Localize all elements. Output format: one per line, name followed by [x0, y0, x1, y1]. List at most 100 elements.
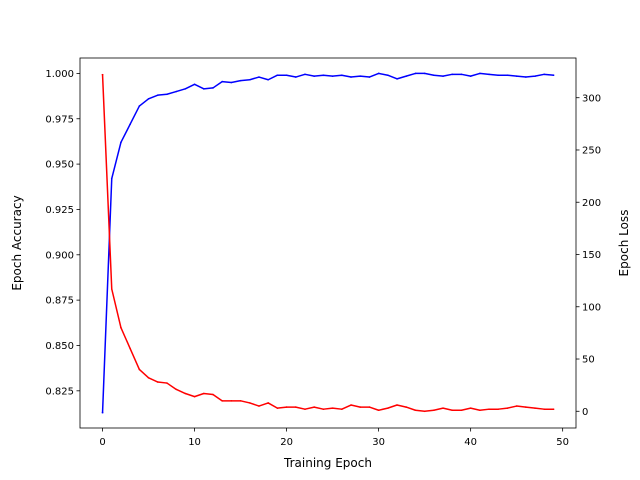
loss-data-point — [230, 400, 233, 402]
x-tick-label: 20 — [280, 437, 293, 448]
accuracy-data-point — [285, 74, 288, 77]
loss-data-point — [258, 405, 260, 407]
accuracy-data-point — [515, 75, 518, 77]
loss-data-point — [451, 409, 454, 412]
loss-data-point — [525, 406, 527, 408]
loss-data-point — [110, 288, 113, 290]
accuracy-data-point — [488, 73, 490, 76]
accuracy-data-point — [543, 73, 546, 76]
accuracy-data-point — [193, 83, 196, 86]
x-tick-label: 40 — [464, 437, 477, 448]
accuracy-series-line — [101, 72, 555, 414]
loss-data-point — [433, 409, 435, 412]
accuracy-data-point — [359, 75, 362, 77]
x-axis-label: Training Epoch — [283, 456, 372, 470]
loss-data-point — [377, 409, 380, 412]
loss-data-point — [368, 406, 371, 408]
accuracy-data-point — [276, 74, 279, 77]
accuracy-data-point — [138, 105, 141, 107]
accuracy-data-point — [129, 123, 131, 125]
loss-data-point — [506, 407, 509, 409]
accuracy-data-point — [525, 76, 527, 78]
loss-data-point — [239, 400, 242, 402]
plot-area — [80, 58, 576, 428]
loss-data-point — [285, 406, 288, 408]
loss-data-point — [359, 406, 362, 408]
accuracy-data-point — [175, 90, 177, 93]
accuracy-data-point — [230, 81, 233, 84]
loss-data-point — [193, 395, 196, 398]
loss-data-point — [212, 393, 214, 396]
accuracy-data-point — [322, 74, 325, 77]
loss-data-point — [294, 406, 297, 408]
accuracy-data-point — [221, 80, 223, 83]
accuracy-data-point — [156, 94, 159, 96]
accuracy-data-point — [331, 75, 334, 77]
y-right-tick-label: 300 — [582, 93, 601, 104]
loss-series-line — [101, 73, 555, 413]
y-left-tick-label: 0.925 — [45, 205, 74, 216]
y-left-tick-label: 0.875 — [45, 296, 74, 307]
y-right-tick-label: 200 — [582, 198, 601, 209]
x-tick-label: 0 — [99, 437, 105, 448]
loss-data-point — [313, 406, 316, 408]
loss-data-point — [175, 388, 177, 391]
loss-data-point — [387, 407, 389, 409]
accuracy-data-point — [433, 74, 435, 77]
loss-data-point — [405, 406, 408, 408]
y-right-tick-label: 150 — [582, 250, 601, 261]
axes-layer: 0 10 20 30 40 50 0.825 0.850 0.875 0.900 0.925 0.95… — [45, 57, 601, 448]
accuracy-data-point — [110, 177, 113, 180]
loss-data-point — [479, 409, 481, 412]
loss-data-point — [469, 407, 472, 409]
series-layer — [101, 72, 555, 414]
loss-data-point — [166, 382, 168, 384]
accuracy-data-point — [166, 93, 168, 96]
y-left-tick-label: 0.850 — [45, 341, 74, 352]
loss-data-point — [267, 402, 269, 404]
loss-data-point — [497, 408, 500, 410]
loss-data-point — [460, 409, 463, 412]
loss-data-point — [331, 407, 334, 409]
accuracy-data-point — [184, 88, 187, 90]
accuracy-data-point — [267, 78, 269, 81]
accuracy-data-point — [304, 73, 306, 76]
loss-data-point — [147, 377, 150, 379]
accuracy-data-point — [396, 78, 398, 80]
loss-data-point — [276, 407, 279, 409]
accuracy-data-point — [451, 73, 454, 76]
loss-data-point — [552, 408, 555, 410]
accuracy-data-point — [405, 75, 408, 77]
loss-data-point — [350, 404, 352, 406]
accuracy-data-point — [442, 75, 444, 77]
loss-data-point — [138, 368, 141, 371]
accuracy-data-point — [506, 74, 509, 77]
loss-data-point — [304, 408, 306, 410]
accuracy-data-point — [313, 75, 316, 77]
y-left-tick-label: 0.825 — [45, 386, 74, 397]
accuracy-data-point — [212, 87, 214, 89]
accuracy-data-point — [147, 98, 150, 100]
x-tick-label: 30 — [372, 437, 385, 448]
accuracy-data-point — [497, 74, 500, 77]
accuracy-data-point — [258, 76, 260, 78]
accuracy-data-point — [479, 72, 481, 75]
y-axis-right-label: Epoch Loss — [617, 210, 631, 277]
loss-data-point — [543, 408, 546, 410]
accuracy-data-point — [387, 74, 389, 77]
loss-data-point — [341, 408, 343, 410]
y-right-tick-label: 50 — [582, 355, 595, 366]
y-right-tick-label: 100 — [582, 302, 601, 313]
accuracy-data-point — [248, 78, 251, 81]
y-right-tick-label: 0 — [582, 407, 588, 418]
accuracy-data-point — [534, 75, 536, 77]
loss-data-point — [156, 381, 159, 383]
y-left-tick-label: 1.000 — [45, 69, 74, 80]
loss-data-point — [442, 407, 444, 409]
loss-data-point — [202, 392, 205, 395]
loss-data-point — [423, 410, 426, 413]
y-left-tick-label: 0.975 — [45, 114, 74, 125]
x-tick-label: 50 — [556, 437, 569, 448]
